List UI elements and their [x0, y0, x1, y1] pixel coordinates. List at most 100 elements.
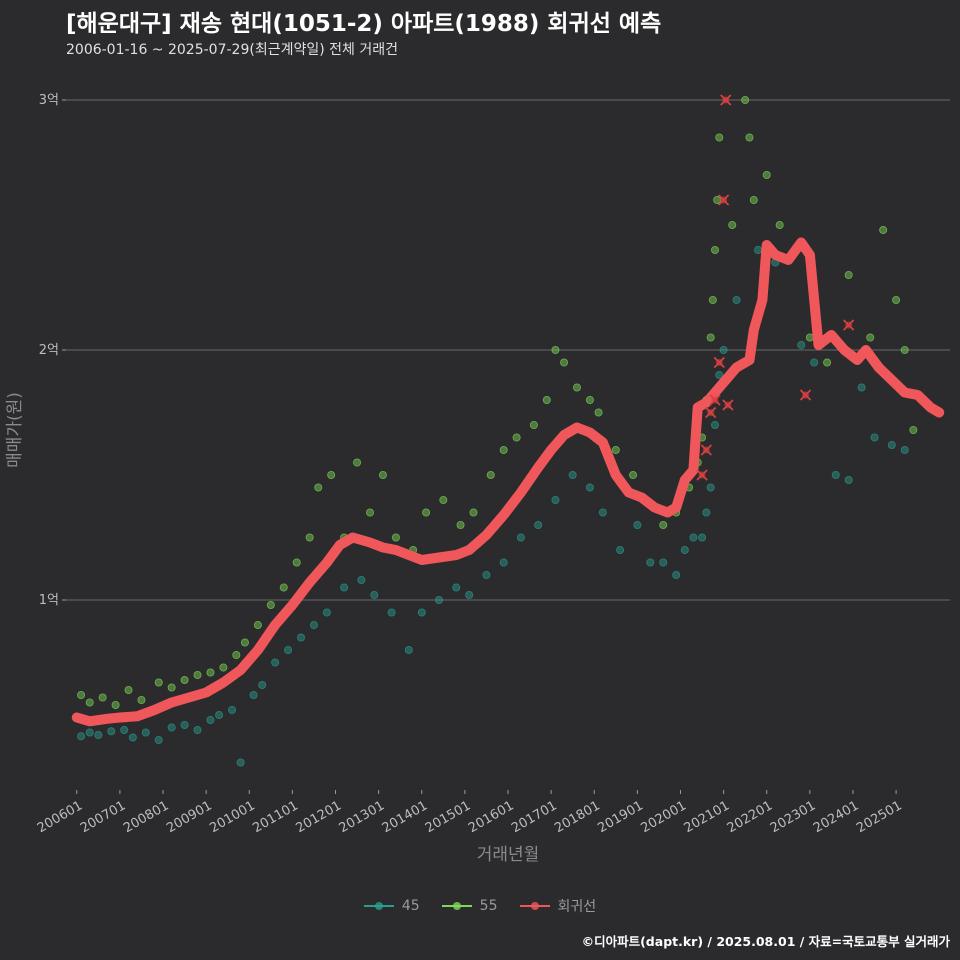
data-point-45 — [887, 440, 896, 449]
data-point-55 — [708, 295, 717, 304]
data-point-45 — [551, 495, 560, 504]
data-point-55 — [775, 220, 784, 229]
data-point-55 — [659, 521, 668, 530]
data-point-45 — [206, 716, 215, 725]
outlier-cross — [696, 469, 708, 481]
data-point-55 — [866, 333, 875, 342]
data-point-55 — [378, 470, 387, 479]
outlier-cross — [843, 319, 855, 331]
data-point-55 — [253, 621, 262, 630]
data-point-45 — [568, 470, 577, 479]
outlier-cross — [720, 94, 732, 106]
data-point-55 — [85, 698, 94, 707]
data-point-55 — [805, 333, 814, 342]
data-point-55 — [240, 638, 249, 647]
legend-label-regression: 회귀선 — [557, 899, 597, 915]
data-point-45 — [284, 646, 293, 655]
data-point-45 — [857, 383, 866, 392]
data-point-45 — [141, 728, 150, 737]
legend-item-regression: 회귀선 — [519, 896, 597, 916]
data-point-55 — [594, 408, 603, 417]
data-point-45 — [499, 558, 508, 567]
data-point-45 — [228, 706, 237, 715]
data-point-55 — [279, 583, 288, 592]
data-point-45 — [516, 533, 525, 542]
outlier-cross — [713, 356, 725, 369]
x-tick-label: 201401 — [380, 798, 430, 836]
outlier-marker — [709, 394, 721, 406]
data-point-45 — [258, 681, 267, 690]
legend-label-45: 45 — [401, 898, 420, 914]
data-point-55 — [611, 445, 620, 454]
data-point-45 — [900, 445, 909, 454]
outlier-marker — [799, 389, 812, 401]
legend-key-55 — [441, 902, 472, 910]
outlier-marker — [717, 194, 730, 206]
data-point-45 — [715, 370, 724, 379]
data-point-45 — [236, 758, 245, 767]
x-tick-label: 202001 — [639, 798, 689, 836]
data-point-45 — [633, 521, 642, 530]
x-tick-label: 202301 — [768, 798, 818, 836]
outlier-marker — [696, 469, 708, 481]
data-point-45 — [646, 558, 655, 567]
data-point-55 — [529, 420, 538, 429]
data-point-55 — [154, 678, 163, 687]
data-point-55 — [292, 558, 301, 567]
outlier-marker — [700, 444, 712, 456]
data-point-45 — [180, 721, 189, 730]
data-point-45 — [77, 732, 86, 741]
data-point-45 — [680, 546, 689, 555]
data-point-45 — [387, 608, 396, 617]
data-point-55 — [741, 96, 750, 105]
data-point-45 — [702, 508, 711, 517]
data-point-55 — [909, 425, 918, 434]
data-point-45 — [710, 420, 719, 429]
data-point-45 — [357, 576, 366, 585]
data-point-45 — [870, 433, 879, 442]
data-point-55 — [167, 683, 176, 692]
data-point-45 — [598, 508, 607, 517]
y-axis-ticks: 1억 2억 3억 — [39, 93, 66, 608]
outlier-marker — [722, 399, 734, 411]
x-tick-label: 201901 — [595, 798, 645, 836]
data-point-45 — [417, 608, 426, 617]
data-point-55 — [710, 245, 719, 254]
x-tick-label: 201501 — [423, 798, 473, 836]
source-footer: ©디아파트(dapt.kr) / 2025.08.01 / 자료=국토교통부 실… — [581, 934, 950, 949]
y-tick-label: 3억 — [39, 93, 59, 108]
regression-line — [71, 237, 945, 727]
data-point-45 — [689, 533, 698, 542]
x-tick-label: 200701 — [78, 798, 128, 836]
data-point-45 — [120, 726, 129, 735]
data-point-55 — [314, 483, 323, 492]
outlier-cross — [717, 194, 730, 206]
data-point-45 — [698, 533, 707, 542]
x-tick-label: 201301 — [337, 798, 387, 836]
x-tick-label: 200901 — [164, 798, 214, 836]
y-tick-label: 1억 — [39, 593, 59, 608]
data-point-45 — [215, 711, 224, 720]
y-tick-label: 2억 — [39, 343, 59, 358]
x-axis-title: 거래년월 — [477, 845, 540, 865]
data-point-55 — [542, 395, 551, 404]
data-point-45 — [297, 633, 306, 642]
data-points — [77, 96, 918, 767]
data-point-45 — [107, 727, 116, 736]
x-tick-label: 201601 — [466, 798, 516, 836]
data-point-45 — [672, 571, 681, 580]
data-point-45 — [340, 583, 349, 592]
outlier-marker — [713, 356, 725, 369]
chart-title: [해운대구] 재송 현대(1051-2) 아파트(1988) 회귀선 예측 — [66, 11, 662, 37]
outlier-marker — [720, 94, 732, 106]
x-tick-label: 202101 — [682, 798, 732, 836]
x-tick-label: 202501 — [854, 798, 904, 836]
data-point-55 — [892, 295, 901, 304]
legend: 45 55 회귀선 — [0, 896, 960, 916]
data-point-55 — [512, 433, 521, 442]
x-tick-label: 202401 — [811, 798, 861, 836]
outlier-cross — [722, 399, 734, 411]
data-point-45 — [249, 691, 258, 700]
data-point-45 — [322, 608, 331, 617]
data-point-45 — [309, 621, 318, 630]
